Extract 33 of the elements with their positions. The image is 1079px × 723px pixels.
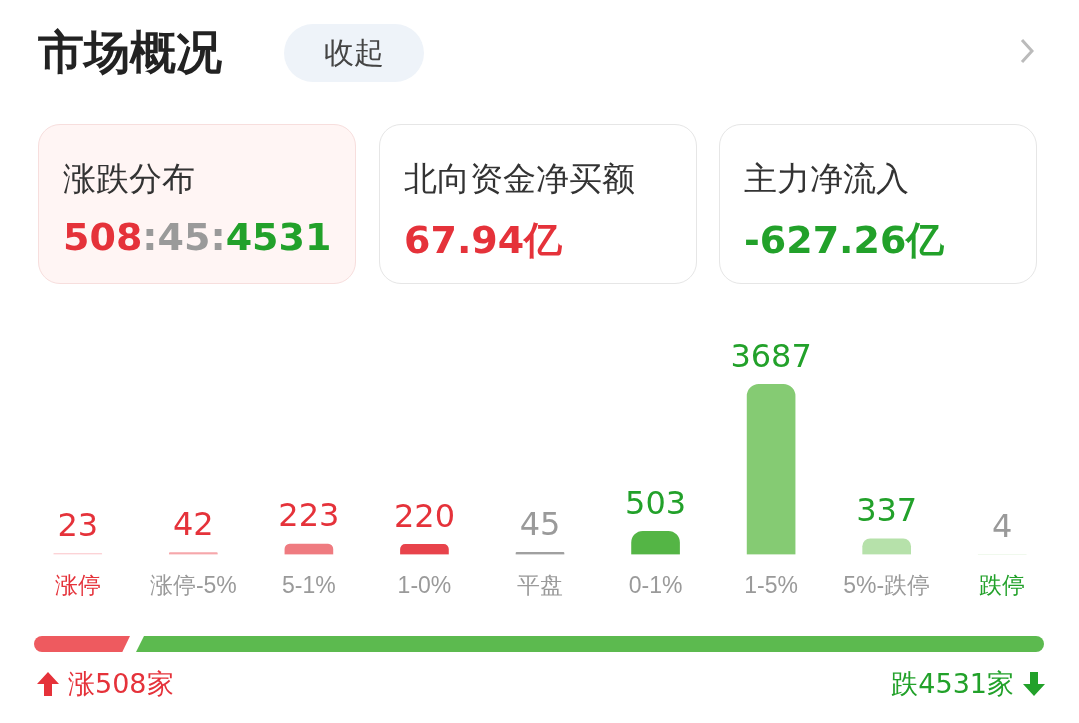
x-tick-label: 5-1% [282, 571, 336, 598]
x-tick-label: 5%-跌停 [843, 571, 931, 598]
bar [746, 384, 796, 555]
text: 市场概况 [38, 24, 222, 81]
text: 主力净流入 [744, 158, 909, 200]
data-label: 42 [172, 504, 214, 543]
data-label: 23 [57, 505, 99, 544]
bar [400, 543, 449, 555]
bar [862, 538, 911, 555]
data-label: 3687 [730, 336, 812, 375]
x-tick-label: 平盘 [517, 571, 563, 598]
x-tick-label: 1-0% [397, 571, 452, 598]
text: 508:45:4531 [63, 215, 332, 259]
data-label: 45 [519, 504, 561, 543]
bar [631, 530, 680, 555]
text: 涨跌分布 [63, 158, 195, 200]
data-label: 337 [856, 491, 918, 530]
text: 67.94亿 [404, 217, 563, 264]
data-label: 223 [278, 496, 340, 535]
text: 北向资金净买额 [404, 158, 635, 200]
text: 收起 [284, 24, 424, 82]
text: 跌4531家 [891, 667, 1014, 701]
data-label: 220 [393, 496, 455, 535]
data-label: 4 [992, 506, 1013, 545]
data-label: 503 [625, 483, 687, 522]
x-tick-label: 涨停 [54, 571, 101, 598]
text: -627.26亿 [744, 217, 945, 264]
x-tick-label: 0-1% [628, 571, 683, 598]
bar [284, 543, 334, 555]
x-tick-label: 涨停-5% [149, 571, 237, 598]
x-tick-label: 1-5% [744, 571, 798, 598]
x-tick-label: 跌停 [979, 571, 1026, 598]
text: 涨508家 [68, 667, 174, 701]
